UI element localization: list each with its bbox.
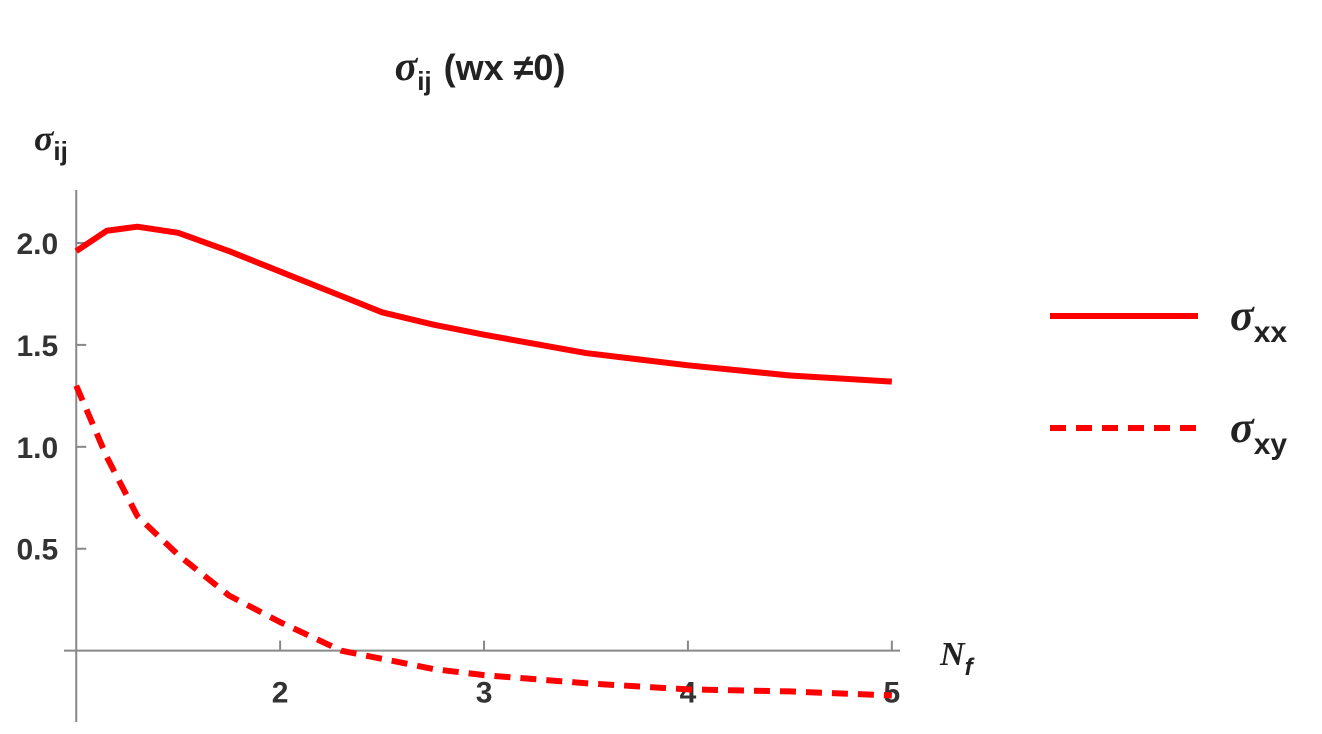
y-tick-label: 0.5 — [17, 534, 59, 567]
legend-subscript: xy — [1254, 428, 1288, 461]
chart-title: σij (wx ≠0) — [395, 44, 566, 96]
y-tick-label: 1.0 — [17, 432, 59, 465]
y-tick-label: 2.0 — [17, 228, 59, 261]
title-text: (wx ≠0) — [444, 47, 566, 88]
y-label-subscript: ij — [53, 136, 67, 166]
x-tick-label: 2 — [272, 677, 289, 710]
x-tick-label: 3 — [476, 677, 493, 710]
x-label-symbol: N — [939, 636, 966, 673]
y-axis-label: σij — [34, 118, 68, 166]
title-symbol: σ — [395, 44, 419, 90]
legend-symbol: σ — [1230, 291, 1255, 340]
x-axis-label: Nf — [939, 636, 975, 681]
y-label-symbol: σ — [34, 118, 55, 158]
x-label-subscript: f — [965, 654, 975, 681]
legend-subscript: xx — [1254, 316, 1288, 349]
legend-label: σxx — [1230, 291, 1287, 349]
legend-symbol: σ — [1230, 403, 1255, 452]
title-subscript: ij — [417, 66, 431, 96]
series-line — [74, 223, 893, 385]
y-tick-label: 1.5 — [17, 330, 59, 363]
legend-label: σxy — [1230, 403, 1287, 461]
x-tick-label: 4 — [680, 677, 697, 710]
